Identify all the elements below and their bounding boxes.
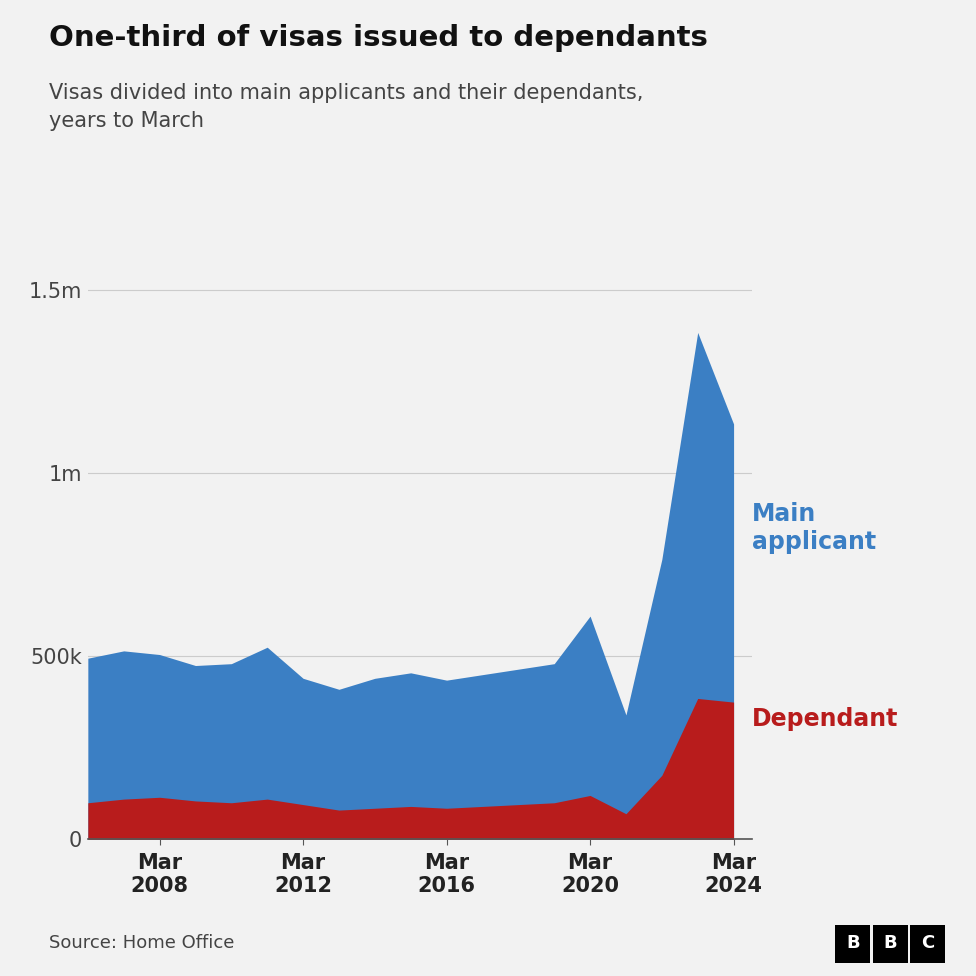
Text: B: B: [883, 934, 897, 952]
Text: B: B: [846, 934, 860, 952]
Bar: [910, 925, 945, 962]
Text: Source: Home Office: Source: Home Office: [49, 934, 234, 952]
Text: Visas divided into main applicants and their dependants,
years to March: Visas divided into main applicants and t…: [49, 83, 643, 131]
Bar: [873, 925, 908, 962]
Text: Main
applicant: Main applicant: [752, 503, 875, 554]
Bar: [835, 925, 871, 962]
Text: One-third of visas issued to dependants: One-third of visas issued to dependants: [49, 24, 708, 53]
Text: Dependant: Dependant: [752, 707, 898, 731]
Text: C: C: [921, 934, 934, 952]
